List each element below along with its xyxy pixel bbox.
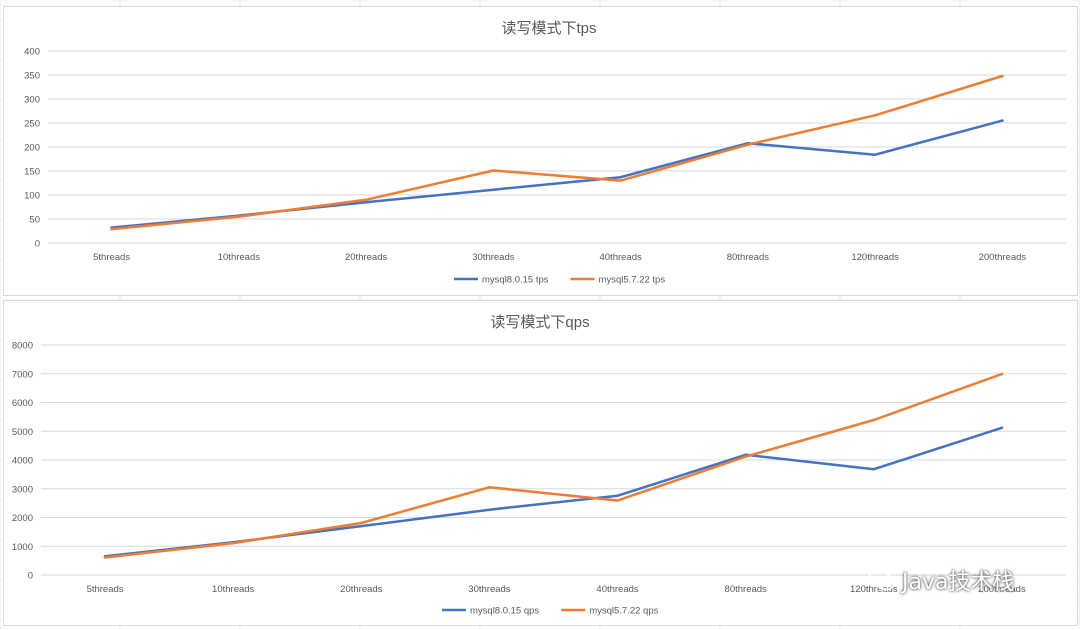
x-tick-label: 40threads xyxy=(599,252,642,263)
data-point xyxy=(492,188,495,192)
data-point xyxy=(492,169,495,172)
series-line-1 xyxy=(103,372,1004,559)
data-point xyxy=(616,499,619,502)
data-point xyxy=(619,179,622,182)
data-point xyxy=(360,521,363,525)
y-tick-label: 5000 xyxy=(12,427,33,438)
series-line-1 xyxy=(110,74,1004,231)
legend-label: mysql8.0.15 tps xyxy=(482,275,549,286)
data-point xyxy=(873,114,877,117)
data-point xyxy=(1000,372,1004,376)
wechat-icon xyxy=(868,569,895,591)
data-point xyxy=(746,143,750,146)
watermark-text: Java技术栈 xyxy=(902,570,1015,595)
data-point xyxy=(488,486,491,489)
y-tick-label: 100 xyxy=(24,191,40,202)
x-tick-label: 20threads xyxy=(345,252,388,263)
x-tick-label: 200threads xyxy=(978,584,1026,595)
y-tick-label: 50 xyxy=(29,215,40,226)
qps-chart-panel[interactable]: 读写模式下qps 0 1000 2000 3000 4000 5000 6000 7000 800… xyxy=(3,300,1078,626)
x-tick-label: 30threads xyxy=(468,584,511,595)
x-tick-label: 120threads xyxy=(851,252,899,263)
y-tick-label: 2000 xyxy=(12,513,33,524)
y-tick-label: 150 xyxy=(24,167,40,178)
data-point xyxy=(1001,119,1004,122)
data-point xyxy=(231,541,235,545)
series-line-0 xyxy=(110,119,1004,229)
y-tick-label: 1000 xyxy=(12,542,33,553)
legend-label: mysql5.7.22 qps xyxy=(589,606,658,617)
data-point xyxy=(1000,426,1004,430)
y-tick-label: 4000 xyxy=(12,456,33,467)
x-tick-label: 5threads xyxy=(93,252,130,263)
x-tick-label: 10threads xyxy=(218,252,261,263)
data-point xyxy=(103,556,107,559)
tps-line-chart: 读写模式下tps 0 50 100 150 200 250 300 350 400 5threads… xyxy=(24,20,1066,286)
data-point xyxy=(488,508,491,512)
tps-chart-panel[interactable]: 读写模式下tps 0 50 100 150 200 250 300 350 400 5threads… xyxy=(3,6,1078,296)
data-point xyxy=(872,418,876,422)
data-point xyxy=(364,200,368,204)
x-tick-label: 30threads xyxy=(472,252,515,263)
y-tick-label: 0 xyxy=(35,239,40,250)
legend-label: mysql5.7.22 tps xyxy=(599,275,666,286)
y-tick-label: 6000 xyxy=(12,398,33,409)
y-tick-label: 250 xyxy=(24,119,40,130)
y-tick-label: 8000 xyxy=(12,341,33,352)
x-tick-label: 120threads xyxy=(850,584,898,595)
y-tick-label: 300 xyxy=(24,95,40,106)
y-tick-label: 350 xyxy=(24,71,40,82)
qps-line-chart: 读写模式下qps 0 1000 2000 3000 4000 5000 6000 7000 800… xyxy=(12,314,1066,617)
y-tick-label: 3000 xyxy=(12,484,33,495)
data-point xyxy=(360,524,363,528)
watermark: Java技术栈 xyxy=(868,564,1014,596)
data-point xyxy=(744,455,747,458)
chart-title: 读写模式下tps xyxy=(501,20,596,37)
x-tick-label: 80threads xyxy=(727,252,770,263)
legend-label: mysql8.0.15 qps xyxy=(470,606,539,617)
data-point xyxy=(237,215,241,218)
x-tick-label: 20threads xyxy=(340,584,383,595)
x-tick-label: 10threads xyxy=(212,584,255,595)
chart-title: 读写模式下qps xyxy=(490,314,589,331)
data-point xyxy=(110,227,113,231)
y-tick-label: 0 xyxy=(28,571,33,582)
x-tick-label: 200threads xyxy=(979,252,1027,263)
y-tick-label: 400 xyxy=(24,47,40,58)
data-point xyxy=(619,175,622,179)
x-tick-label: 5threads xyxy=(87,584,124,595)
y-tick-label: 200 xyxy=(24,143,40,154)
data-point xyxy=(616,494,619,497)
data-point xyxy=(873,153,877,156)
data-point xyxy=(364,198,368,202)
y-tick-label: 7000 xyxy=(12,369,33,380)
x-tick-label: 80threads xyxy=(725,584,768,595)
data-point xyxy=(872,467,876,471)
x-tick-label: 40threads xyxy=(596,584,639,595)
series-line-0 xyxy=(103,426,1004,558)
data-point xyxy=(1001,74,1004,78)
